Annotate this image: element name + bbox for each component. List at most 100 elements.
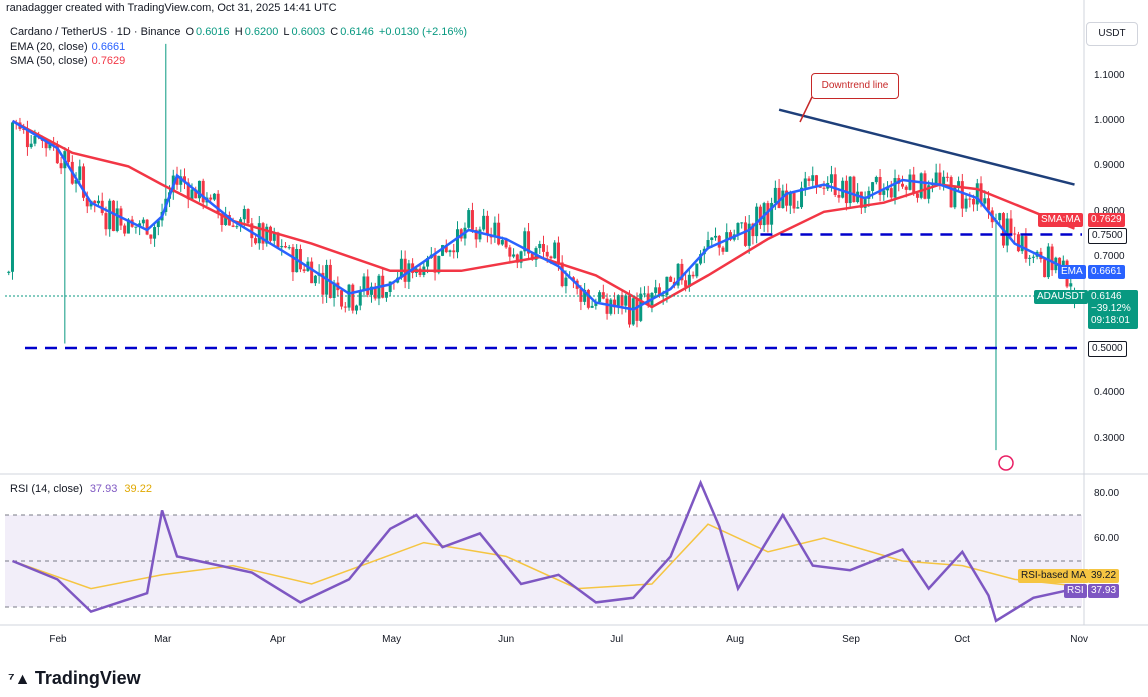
candle-body <box>822 187 826 189</box>
candle-body <box>287 247 291 249</box>
candle-body <box>960 181 964 209</box>
close-value: 0.6146 <box>340 26 374 38</box>
sma-legend[interactable]: SMA (50, close) 0.7629 <box>10 55 125 67</box>
ema-legend-value: 0.6661 <box>91 41 126 53</box>
candle-body <box>901 183 904 187</box>
candle-body <box>33 135 37 144</box>
candle-body <box>680 263 684 281</box>
time-axis-label: Mar <box>154 634 172 645</box>
time-axis-label: Oct <box>954 634 970 645</box>
candle-body <box>485 215 489 236</box>
candle-body <box>792 192 796 209</box>
candle-body <box>983 198 987 204</box>
rsi-ma-tag-value: 39.22 <box>1088 569 1120 583</box>
candle-body <box>934 172 938 184</box>
candle-body <box>388 281 392 292</box>
candle-body <box>220 213 224 225</box>
candle-body <box>527 231 531 254</box>
low-value: 0.6003 <box>291 26 326 38</box>
candle-body <box>141 219 145 224</box>
ema-legend[interactable]: EMA (20, close) 0.6661 <box>10 41 125 53</box>
candle-body <box>556 242 560 263</box>
candle-body <box>467 210 471 228</box>
candle-body <box>953 186 957 208</box>
candle-body <box>523 231 527 252</box>
candle-body <box>549 256 553 259</box>
candle-body <box>545 251 549 257</box>
ohlc-values: O 0.6016 H 0.6200 L 0.6003 C 0.6146 +0.0130 … <box>183 26 467 38</box>
candle-body <box>310 261 314 284</box>
price-axis-label: 0.4000 <box>1094 387 1125 399</box>
candle-body <box>265 226 269 244</box>
candle-body <box>814 175 818 186</box>
candle-body <box>923 173 927 199</box>
candle-body <box>362 276 366 291</box>
candle-body <box>257 223 261 244</box>
ema-tag-label: EMA <box>1058 265 1086 279</box>
candle-body <box>123 225 127 234</box>
candle-body <box>512 254 516 257</box>
lightning-icon[interactable] <box>998 455 1014 471</box>
candle-body <box>343 306 347 308</box>
candle-body <box>942 176 946 186</box>
candle-body <box>807 178 811 181</box>
chart-credit: ranadagger created with TradingView.com,… <box>6 2 337 14</box>
candle-body <box>553 242 557 259</box>
candle-body <box>29 143 33 148</box>
candle-body <box>710 237 714 241</box>
candle-body <box>1016 234 1020 252</box>
candle-body <box>642 293 646 295</box>
candle-body <box>261 223 265 244</box>
time-axis-label: May <box>382 634 402 645</box>
candle-body <box>10 122 14 272</box>
rsi-tag-label: RSI <box>1064 584 1087 598</box>
close-label: C <box>330 26 339 38</box>
price-tag: 0.6146 −39.12% 09:18:01 <box>1088 290 1138 329</box>
candle-body <box>841 180 845 198</box>
time-axis-label: Aug <box>726 634 745 645</box>
candle-body <box>777 187 781 209</box>
ema-20-line <box>11 119 1076 311</box>
candle-body <box>657 287 661 297</box>
candle-body <box>728 232 732 240</box>
candle-body <box>175 175 179 185</box>
candle-body <box>269 226 273 241</box>
ema-tag-value: 0.6661 <box>1088 265 1125 279</box>
candle-body <box>1028 257 1032 259</box>
candle-body <box>52 143 56 145</box>
currency-button[interactable]: USDT <box>1086 22 1138 46</box>
sma-50-line <box>11 119 1075 309</box>
candle-body <box>145 219 149 235</box>
candle-body <box>706 240 710 249</box>
open-value: 0.6016 <box>196 26 230 38</box>
candle-body <box>605 298 609 314</box>
candle-body <box>1013 233 1017 235</box>
candle-body <box>504 240 508 248</box>
time-axis-label: Jun <box>498 634 515 645</box>
candle-body <box>691 274 695 277</box>
candle-body <box>889 188 893 198</box>
candle-body <box>530 253 534 260</box>
time-axis-label: Apr <box>269 634 286 645</box>
candle-body <box>919 173 923 198</box>
candle-body <box>194 189 198 199</box>
bar-countdown: 09:18:01 <box>1091 315 1130 326</box>
candle-body <box>366 276 370 295</box>
resistance-tag: 0.7500 <box>1088 228 1127 244</box>
candle-body <box>108 200 112 230</box>
ohlc-legend: Cardano / TetherUS · 1D · Binance O 0.601… <box>10 26 467 38</box>
candle-body <box>246 209 250 224</box>
candle-body <box>235 226 239 228</box>
candle-body <box>276 232 280 248</box>
candle-body <box>811 175 815 181</box>
candle-body <box>179 176 183 185</box>
candle-body <box>938 172 942 186</box>
rsi-legend[interactable]: RSI (14, close) 37.93 39.22 <box>10 483 152 495</box>
candle-body <box>687 274 691 287</box>
candle-body <box>1069 283 1073 287</box>
price-axis-label: 0.9000 <box>1094 160 1125 172</box>
candle-body <box>25 129 29 148</box>
candle-body <box>684 280 688 287</box>
candle-body <box>665 276 669 296</box>
